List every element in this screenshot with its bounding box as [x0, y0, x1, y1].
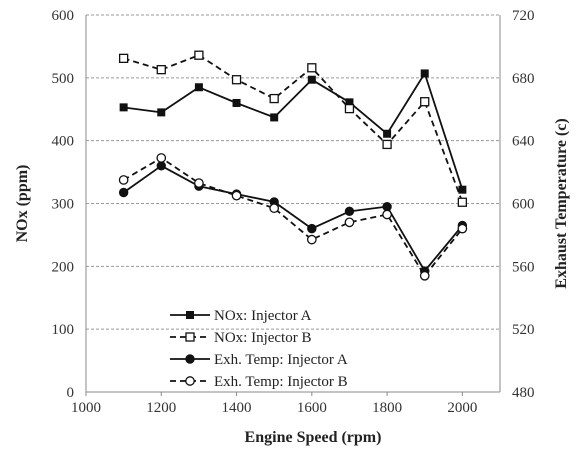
legend-marker	[186, 311, 194, 319]
grid-lines	[86, 14, 500, 330]
legend: NOx: Injector A NOx: Injector B Exh. Temp:…	[170, 308, 348, 390]
y-tick-label: 500	[52, 71, 75, 87]
data-point	[118, 53, 129, 64]
data-point	[306, 234, 317, 245]
data-point	[232, 98, 241, 107]
data-point	[307, 63, 317, 73]
x-tick-label: 1600	[297, 400, 327, 416]
data-point	[307, 223, 317, 234]
legend-label: Exh. Temp: Injector A	[214, 352, 348, 368]
data-point	[458, 185, 467, 194]
legend-entry: Exh. Temp: Injector A	[170, 352, 348, 368]
y-tick-label: 600	[52, 8, 75, 24]
legend-marker	[185, 332, 195, 342]
y2-tick-label: 520	[512, 322, 535, 338]
y2-tick-label: 720	[512, 8, 535, 24]
data-point	[231, 75, 242, 85]
data-point	[269, 203, 280, 214]
y2-tick-label: 560	[512, 259, 535, 275]
y-tick-label: 300	[52, 197, 75, 213]
data-point	[383, 129, 392, 138]
y-axis-title-right: Exhaust Temperature (c)	[553, 118, 570, 288]
x-axis-title: Engine Speed (rpm)	[245, 429, 382, 446]
series-line	[123, 156, 464, 277]
legend-marker	[185, 354, 195, 364]
data-point	[156, 153, 167, 163]
x-tick-label: 1200	[146, 400, 176, 416]
x-tick-label: 1000	[71, 400, 101, 416]
data-point	[231, 190, 242, 201]
data-point	[344, 217, 355, 228]
legend-label: Exh. Temp: Injector B	[214, 374, 348, 390]
series-line	[123, 164, 464, 272]
y2-tick-label: 600	[512, 197, 535, 213]
data-point	[457, 223, 468, 234]
data-point	[420, 97, 430, 107]
series-2	[118, 50, 468, 207]
data-point	[344, 206, 355, 217]
data-point	[457, 197, 468, 207]
series-3	[118, 161, 468, 276]
x-tick-label: 1800	[372, 400, 402, 416]
series-line	[123, 54, 464, 203]
data-point	[156, 161, 166, 171]
data-point	[156, 65, 166, 75]
legend-entry: NOx: Injector B	[170, 330, 311, 346]
y-tick-label: 0	[67, 385, 75, 401]
data-point	[194, 178, 204, 188]
data-point	[419, 270, 430, 281]
legend-marker	[185, 376, 195, 386]
data-point	[194, 50, 204, 60]
x-tick-label: 1400	[222, 400, 252, 416]
y2-tick-label: 640	[512, 134, 535, 150]
y2-tick-label: 680	[512, 71, 535, 87]
data-point	[119, 103, 128, 112]
data-point	[420, 69, 429, 78]
data-point	[270, 113, 279, 122]
legend-entry: Exh. Temp: Injector B	[170, 374, 348, 390]
y-tick-label: 100	[52, 322, 75, 338]
series-1	[119, 69, 467, 194]
series-4	[118, 153, 468, 281]
data-point	[307, 75, 316, 84]
data-point	[382, 201, 392, 212]
axes: 0 100 200 300 400 500 600 480 520 560 600 640 680 720…	[52, 8, 535, 416]
y-tick-label: 400	[52, 134, 75, 150]
legend-label: NOx: Injector B	[214, 330, 311, 346]
y-axis-title-left: NOx (ppm)	[14, 165, 31, 243]
series-line	[123, 72, 464, 190]
y-tick-label: 200	[52, 259, 75, 275]
data-point	[118, 175, 129, 185]
data-point	[118, 187, 129, 198]
data-point	[157, 108, 166, 117]
data-point	[269, 93, 279, 104]
x-tick-label: 2000	[447, 400, 477, 416]
legend-entry: NOx: Injector A	[170, 308, 312, 324]
legend-label: NOx: Injector A	[214, 308, 312, 324]
y2-tick-label: 480	[512, 385, 535, 401]
data-point	[382, 209, 392, 220]
data-point	[382, 139, 392, 150]
data-point	[194, 83, 203, 92]
data-point	[344, 103, 355, 114]
series-layer	[118, 50, 468, 281]
